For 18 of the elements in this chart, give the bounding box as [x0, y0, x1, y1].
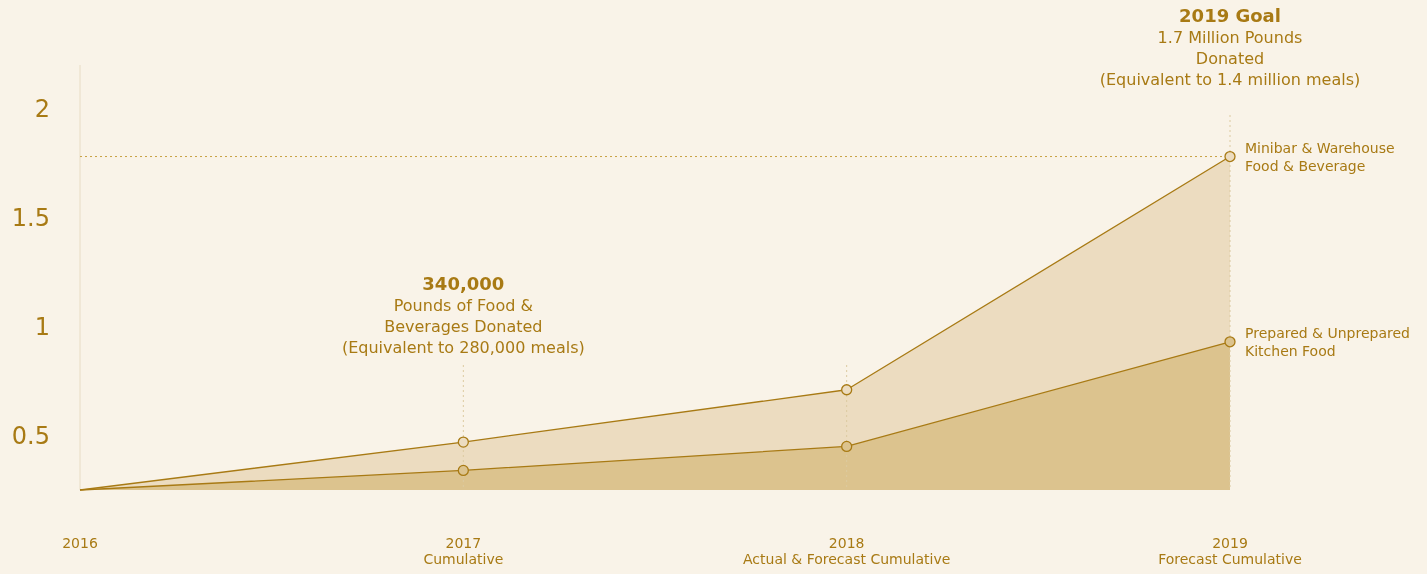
point: [841, 440, 853, 453]
y-tick-label: 0.5: [11, 421, 50, 450]
point: [1224, 150, 1236, 163]
y-tick-label: 1: [34, 312, 50, 341]
x-tick-label: 2019 Forecast Cumulative: [1158, 535, 1302, 567]
series-label: Prepared & Unprepared Kitchen Food: [1245, 324, 1410, 359]
y-tick-label: 1.5: [11, 203, 50, 232]
x-tick-label: 2018 Actual & Forecast Cumulative: [743, 535, 951, 567]
series-label: Minibar & Warehouse Food & Beverage: [1245, 139, 1395, 174]
annotation: 340,000 Pounds of Food & Beverages Donated (Equivalent to 280,000 meals): [341, 273, 585, 357]
point: [457, 436, 469, 448]
y-tick-label: 2: [34, 94, 50, 123]
point: [841, 384, 853, 396]
annotation: 2019 Goal 1.7 Million Pounds Donated (Equivalent to 1.4 million meals): [1099, 5, 1361, 89]
point: [457, 464, 469, 477]
x-tick-label: 2017 Cumulative: [423, 535, 504, 567]
x-tick-label: 2016: [62, 535, 98, 551]
point: [1224, 336, 1236, 348]
